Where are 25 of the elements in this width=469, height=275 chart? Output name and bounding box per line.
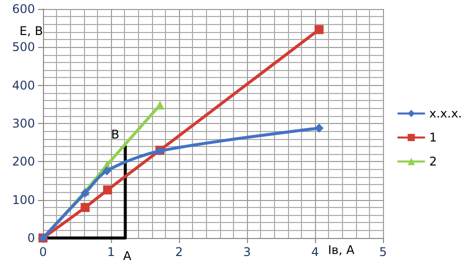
y-tick-label: 500 [12,40,35,54]
x-axis-title: Iв, А [328,243,356,257]
point [314,25,324,34]
y-axis-title: Е, В [20,24,43,38]
x-tick-label: 4 [311,245,319,259]
x-tick-label: 0 [39,245,47,259]
x-tick-label: 2 [175,245,183,259]
legend-label: 2 [429,154,437,168]
y-tick-label: 400 [12,78,35,92]
y-tick-label: 200 [12,154,35,169]
point [314,124,324,133]
x-tick-label: 5 [379,245,387,259]
point [102,166,112,176]
x-tick-label: 1 [107,245,115,259]
point [103,185,112,194]
legend-label: х.х.х. [429,106,462,120]
x-tick-label: 3 [243,245,251,259]
annotation: А [123,249,132,263]
legend-label: 1 [429,130,437,144]
annotation: В [111,127,120,142]
point [80,202,90,212]
y-tick-label: 100 [12,192,35,207]
y-tick-label: 600 [12,2,35,16]
y-tick-label: 300 [12,116,35,130]
y-tick-label: 0 [27,231,35,245]
